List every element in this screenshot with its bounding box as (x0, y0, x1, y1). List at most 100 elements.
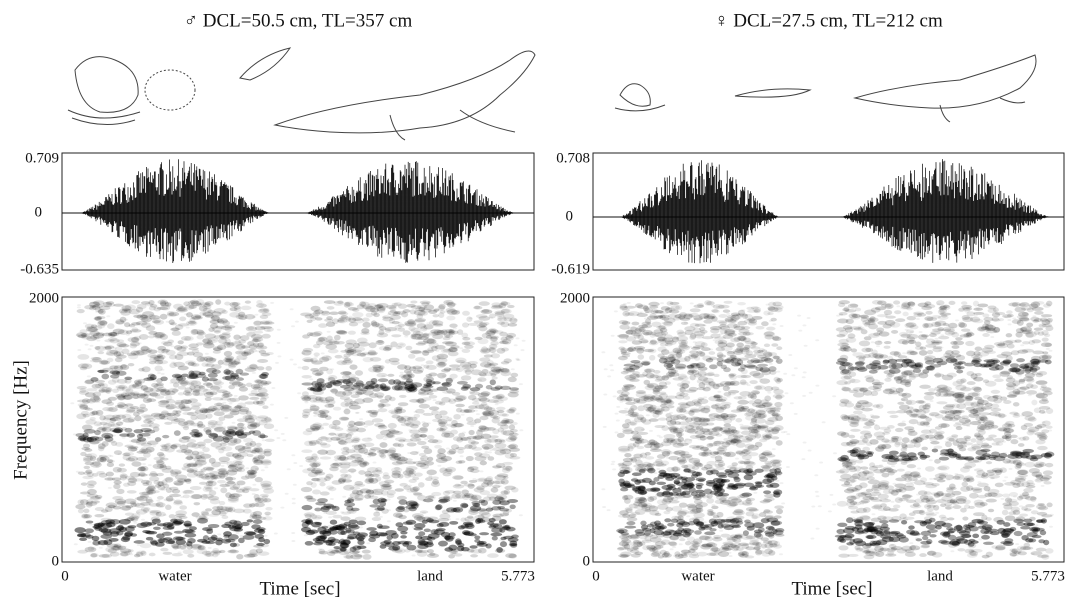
spectrogram (70, 299, 525, 560)
spectrogram-cell (678, 339, 686, 345)
spectrogram-cell (412, 366, 422, 370)
spectrogram-cell (632, 472, 642, 476)
spectrogram-cell (722, 548, 732, 551)
spectrogram-cell (672, 377, 683, 380)
spectrogram-cell (666, 367, 675, 370)
spectrogram-cell (689, 422, 700, 427)
spectrogram-cell (172, 553, 183, 556)
spectrogram-cell (748, 394, 754, 398)
spectrogram-cell (768, 534, 774, 539)
spectrogram-noise (646, 469, 650, 471)
spectrogram-cell (330, 520, 337, 525)
spectrogram-cell (695, 504, 703, 509)
spectrogram-cell (481, 512, 491, 517)
spectrogram-cell (631, 322, 639, 326)
spectrogram-cell (378, 408, 387, 412)
spectrogram-noise (212, 339, 216, 341)
spectrogram-cell (479, 532, 489, 535)
spectrogram-noise (207, 364, 211, 366)
spectrogram-cell (472, 402, 479, 405)
spectrogram-cell (117, 342, 127, 347)
spectrogram-cell (420, 387, 431, 392)
spectrogram-cell (177, 351, 189, 356)
spectrogram-noise (786, 466, 790, 468)
spectrogram-cell (465, 369, 472, 375)
spectrogram-cell (90, 553, 97, 557)
spectrogram-cell (732, 430, 740, 434)
spectrogram-cell (328, 433, 336, 436)
spectrogram-cell (423, 365, 429, 369)
spectrogram-cell (397, 496, 407, 500)
spectrogram-cell (646, 373, 655, 379)
spectrogram-cell (340, 543, 350, 549)
spectrogram-cell (148, 300, 154, 305)
time-start-label: 0 (61, 568, 69, 584)
spectrogram-cell (345, 343, 355, 349)
spectrogram-cell (376, 434, 384, 440)
spectrogram-noise (129, 324, 133, 326)
spectrogram-cell (623, 367, 633, 371)
spectrogram-cell (241, 345, 250, 348)
spectrogram-cell (128, 363, 135, 366)
spectrogram-noise (142, 463, 146, 465)
spectrogram-noise (330, 368, 334, 370)
spectrogram-noise (664, 493, 668, 495)
spectrogram-cell (645, 452, 651, 456)
spectrogram-cell (128, 477, 137, 483)
spectrogram-cell (728, 390, 739, 394)
spectrogram-cell (344, 522, 351, 526)
spectrogram-cell (647, 524, 654, 528)
spectrogram-noise (783, 373, 787, 375)
spectrogram-cell (452, 475, 463, 479)
spectrogram-cell (649, 396, 657, 402)
spectrogram-noise (465, 519, 469, 521)
spectrogram-noise (387, 313, 391, 315)
spectrogram-cell (763, 311, 770, 316)
spectrogram-noise (676, 469, 680, 471)
spectrogram-cell (492, 536, 498, 541)
spectrogram-cell (470, 494, 477, 498)
spectrogram-noise (160, 506, 164, 508)
spectrogram-cell (698, 313, 709, 319)
spectrogram-cell (237, 423, 245, 426)
spectrogram-cell (202, 447, 209, 452)
spectrogram-cell (214, 411, 225, 416)
spectrogram-noise (241, 447, 245, 449)
spectrogram-cell (469, 480, 477, 483)
spectrogram-noise (236, 463, 240, 465)
spectrogram-cell (634, 552, 643, 555)
spectrogram-cell (674, 481, 680, 485)
spectrogram-cell (133, 315, 143, 318)
spectrogram-noise (214, 487, 218, 489)
spectrogram-cell (710, 548, 720, 553)
spectrogram-cell (260, 315, 269, 319)
spectrogram-noise (77, 306, 81, 308)
spectrogram-cell (357, 521, 367, 526)
spectrogram-noise (601, 488, 605, 490)
spectrogram-noise (794, 413, 798, 415)
spectrogram-cell (468, 508, 478, 513)
spectrogram-cell (199, 482, 208, 485)
spectrogram-cell (678, 316, 685, 320)
spectrogram-noise (182, 444, 186, 446)
spectrogram-noise (660, 302, 664, 304)
spectrogram-cell (190, 545, 201, 551)
spectrogram-cell (103, 539, 112, 545)
spectrogram-cell (366, 527, 377, 531)
spectrogram-cell (479, 398, 490, 403)
spectrogram-noise (811, 506, 815, 508)
spectrogram-noise (626, 309, 630, 311)
spectrogram-cell (729, 466, 736, 472)
spectrogram-cell (756, 326, 765, 330)
spectrogram-cell (659, 393, 668, 398)
spectrogram-cell (477, 508, 487, 511)
spectrogram-cell (179, 317, 186, 322)
spectrogram-cell (138, 368, 144, 372)
spectrogram-cell (328, 349, 339, 354)
spectrogram-noise (381, 375, 385, 377)
spectrogram-cell (74, 527, 85, 533)
spectrogram-cell (681, 465, 688, 468)
spectrogram-cell (1006, 310, 1013, 314)
waveform-top-label: 0.708 (556, 150, 590, 166)
spectrogram-noise (147, 437, 151, 439)
